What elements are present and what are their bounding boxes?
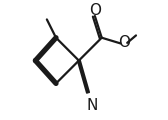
Text: O: O	[118, 35, 130, 50]
Text: N: N	[87, 98, 98, 113]
Text: O: O	[89, 3, 101, 18]
